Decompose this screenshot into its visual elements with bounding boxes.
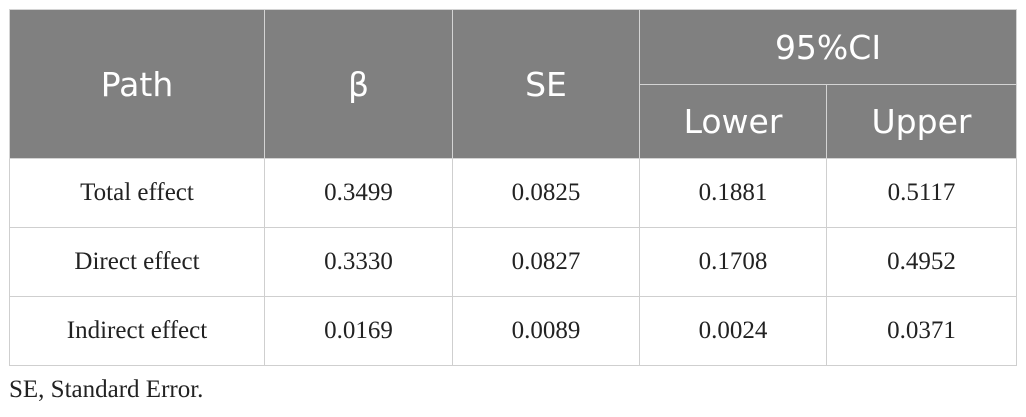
header-ci: 95%CI <box>639 9 1017 85</box>
cell-se: 0.0827 <box>452 227 640 297</box>
header-row: Path β SE 95%CI <box>9 9 1017 159</box>
table-row: Total effect 0.3499 0.0825 0.1881 0.5117 <box>9 158 1017 228</box>
cell-lower: 0.1881 <box>639 158 827 228</box>
cell-path: Indirect effect <box>9 296 265 366</box>
cell-beta: 0.3330 <box>264 227 453 297</box>
header-se: SE <box>452 9 640 159</box>
cell-lower: 0.0024 <box>639 296 827 366</box>
mediation-table-container: Path β SE 95%CI Lower Upper Total effect… <box>9 9 1017 366</box>
cell-se: 0.0825 <box>452 158 640 228</box>
cell-path: Total effect <box>9 158 265 228</box>
cell-beta: 0.0169 <box>264 296 453 366</box>
subheader-row: Lower Upper <box>10 84 1017 159</box>
table-footnote: SE, Standard Error. <box>9 376 204 403</box>
cell-upper: 0.5117 <box>826 158 1017 228</box>
cell-upper: 0.4952 <box>826 227 1017 297</box>
cell-path: Direct effect <box>9 227 265 297</box>
cell-upper: 0.0371 <box>826 296 1017 366</box>
cell-beta: 0.3499 <box>264 158 453 228</box>
header-path: Path <box>9 9 265 159</box>
cell-lower: 0.1708 <box>639 227 827 297</box>
header-upper: Upper <box>826 84 1017 159</box>
header-beta: β <box>264 9 453 159</box>
table-row: Indirect effect 0.0169 0.0089 0.0024 0.0… <box>9 296 1017 366</box>
cell-se: 0.0089 <box>452 296 640 366</box>
mediation-table: Path β SE 95%CI Lower Upper Total effect… <box>9 9 1017 366</box>
header-lower: Lower <box>639 84 827 159</box>
table-row: Direct effect 0.3330 0.0827 0.1708 0.495… <box>9 227 1017 297</box>
